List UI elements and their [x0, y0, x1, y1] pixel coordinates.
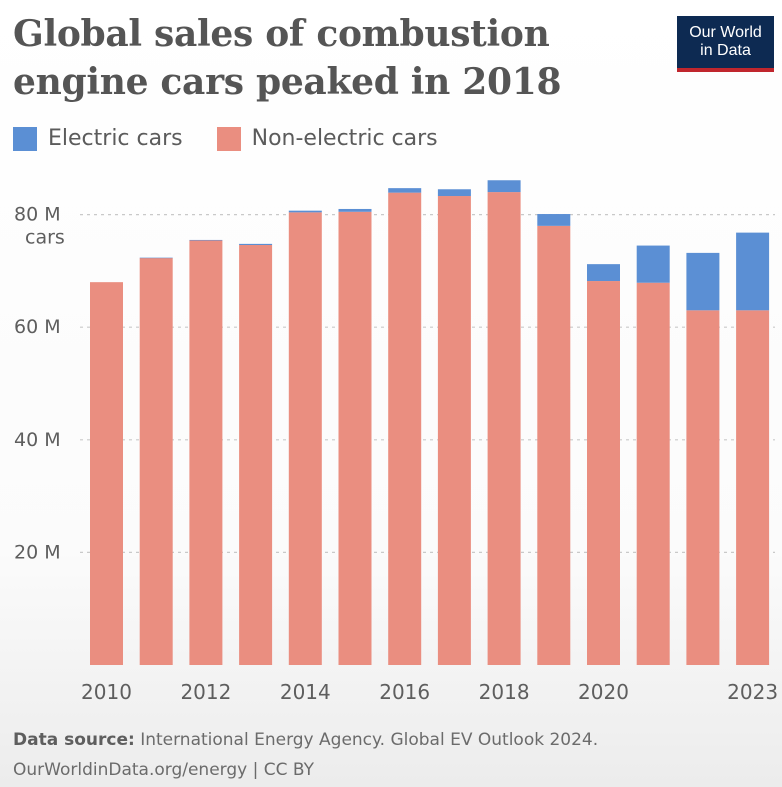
- legend-label-non-electric: Non-electric cars: [251, 126, 438, 151]
- bar-electric-2017[interactable]: [437, 189, 471, 197]
- y-tick-label-20: 20 M: [14, 541, 61, 563]
- x-axis: 2010 2012 2014 2016 2018 2020 2023: [81, 680, 778, 704]
- bar-electric-2016[interactable]: [388, 188, 422, 193]
- logo-line-2: in Data: [700, 42, 751, 59]
- bar-non-electric-2010[interactable]: [90, 282, 123, 665]
- bar-non-electric-2021[interactable]: [636, 282, 670, 665]
- bar-non-electric-2018[interactable]: [487, 192, 521, 665]
- bar-electric-2014[interactable]: [288, 210, 322, 213]
- bar-non-electric-2014[interactable]: [288, 212, 322, 665]
- legend-swatch-electric: [13, 126, 37, 151]
- bar-non-electric-2022[interactable]: [686, 310, 720, 665]
- x-tick-label-2020: 2020: [578, 680, 629, 704]
- x-tick-label-2014: 2014: [280, 680, 331, 704]
- chart-title-line-2: engine cars peaked in 2018: [13, 61, 562, 103]
- y-tick-label-60: 60 M: [14, 316, 61, 338]
- bar-non-electric-2016[interactable]: [388, 192, 422, 665]
- bar-non-electric-2012[interactable]: [189, 240, 223, 666]
- bar-non-electric-2023[interactable]: [736, 310, 770, 665]
- bar-electric-2019[interactable]: [537, 214, 571, 226]
- chart-footer: Data source: International Energy Agency…: [13, 725, 598, 785]
- bar-non-electric-2015[interactable]: [338, 211, 372, 665]
- chart-title-line-1: Global sales of combustion: [13, 13, 550, 55]
- legend-item-non-electric[interactable]: Non-electric cars: [216, 126, 438, 151]
- bar-electric-2011[interactable]: [139, 257, 173, 259]
- bar-non-electric-2019[interactable]: [537, 225, 571, 666]
- bar-electric-2023[interactable]: [736, 232, 770, 311]
- bar-electric-2012[interactable]: [189, 239, 223, 241]
- data-source-line: Data source: International Energy Agency…: [13, 725, 598, 755]
- bar-electric-2013[interactable]: [239, 243, 273, 246]
- bar-electric-2018[interactable]: [487, 180, 521, 193]
- x-tick-label-2012: 2012: [180, 680, 231, 704]
- x-tick-label-2018: 2018: [479, 680, 530, 704]
- logo-line-1: Our World: [689, 24, 762, 41]
- y-tick-label-80: 80 M: [14, 204, 61, 226]
- legend-item-electric[interactable]: Electric cars: [13, 126, 183, 151]
- data-source-text: International Energy Agency. Global EV O…: [134, 730, 599, 750]
- bar-non-electric-2013[interactable]: [239, 245, 273, 665]
- bar-electric-2015[interactable]: [338, 208, 372, 212]
- legend-label-electric: Electric cars: [48, 126, 183, 151]
- owid-logo[interactable]: Our World in Data: [677, 16, 774, 72]
- bars: [90, 180, 770, 666]
- chart-title: Global sales of combustion engine cars p…: [13, 10, 573, 106]
- chart-legend: Electric cars Non-electric cars: [13, 126, 472, 151]
- bar-non-electric-2011[interactable]: [139, 257, 173, 665]
- data-source-label: Data source:: [13, 730, 135, 750]
- source-url-line[interactable]: OurWorldinData.org/energy | CC BY: [13, 760, 314, 780]
- x-tick-label-2023: 2023: [727, 680, 778, 704]
- bar-electric-2021[interactable]: [636, 245, 670, 283]
- legend-swatch-non-electric: [216, 126, 241, 151]
- y-axis-unit-label: cars: [25, 227, 65, 249]
- x-tick-label-2010: 2010: [81, 680, 132, 704]
- grid-lines: [80, 214, 775, 554]
- bar-non-electric-2017[interactable]: [437, 196, 471, 665]
- x-tick-label-2016: 2016: [379, 680, 430, 704]
- bar-electric-2022[interactable]: [686, 252, 720, 311]
- y-tick-label-40: 40 M: [14, 429, 61, 451]
- bar-non-electric-2020[interactable]: [587, 281, 620, 665]
- bar-electric-2020[interactable]: [587, 264, 620, 282]
